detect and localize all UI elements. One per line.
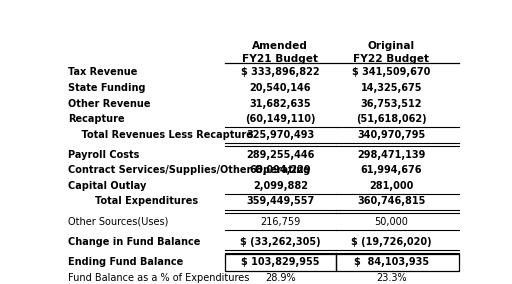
Text: Tax Revenue: Tax Revenue [68, 68, 137, 78]
Text: Other Sources(Uses): Other Sources(Uses) [68, 217, 168, 227]
Text: 216,759: 216,759 [260, 217, 301, 227]
Text: 36,753,512: 36,753,512 [360, 99, 422, 108]
Text: Total Expenditures: Total Expenditures [68, 197, 198, 206]
Text: $ 341,509,670: $ 341,509,670 [352, 68, 431, 78]
Text: 325,970,493: 325,970,493 [246, 130, 314, 139]
Text: Total Revenues Less Recapture: Total Revenues Less Recapture [68, 130, 253, 139]
Text: Original
FY22 Budget: Original FY22 Budget [353, 41, 430, 64]
Text: 61,994,676: 61,994,676 [360, 165, 422, 176]
Text: 289,255,446: 289,255,446 [246, 150, 314, 160]
Text: (60,149,110): (60,149,110) [245, 114, 315, 124]
Text: 28.9%: 28.9% [265, 273, 295, 283]
Text: Other Revenue: Other Revenue [68, 99, 151, 108]
Text: Contract Services/Supplies/Other Operating: Contract Services/Supplies/Other Operati… [68, 165, 310, 176]
Text: 68,094,229: 68,094,229 [249, 165, 311, 176]
Text: $ 103,829,955: $ 103,829,955 [241, 258, 319, 268]
Text: 20,540,146: 20,540,146 [249, 83, 311, 93]
Text: Capital Outlay: Capital Outlay [68, 181, 146, 191]
Text: Amended
FY21 Budget: Amended FY21 Budget [242, 41, 318, 64]
Text: Ending Fund Balance: Ending Fund Balance [68, 258, 183, 268]
Text: 281,000: 281,000 [369, 181, 414, 191]
Text: $ (19,726,020): $ (19,726,020) [351, 237, 432, 247]
Text: $ (33,262,305): $ (33,262,305) [240, 237, 321, 247]
Text: $ 333,896,822: $ 333,896,822 [241, 68, 319, 78]
Text: Recapture: Recapture [68, 114, 124, 124]
Bar [336, 254, 459, 271]
Text: State Funding: State Funding [68, 83, 145, 93]
Text: 359,449,557: 359,449,557 [246, 197, 314, 206]
Text: 14,325,675: 14,325,675 [360, 83, 422, 93]
Text: 31,682,635: 31,682,635 [249, 99, 311, 108]
Text: Fund Balance as a % of Expenditures: Fund Balance as a % of Expenditures [68, 273, 249, 283]
Text: 23.3%: 23.3% [376, 273, 407, 283]
Text: 360,746,815: 360,746,815 [357, 197, 425, 206]
Text: 2,099,882: 2,099,882 [253, 181, 308, 191]
Text: Payroll Costs: Payroll Costs [68, 150, 139, 160]
Text: $  84,103,935: $ 84,103,935 [354, 258, 429, 268]
Bar [225, 254, 336, 271]
Text: (51,618,062): (51,618,062) [356, 114, 426, 124]
Text: 50,000: 50,000 [374, 217, 408, 227]
Text: Change in Fund Balance: Change in Fund Balance [68, 237, 200, 247]
Text: 340,970,795: 340,970,795 [357, 130, 425, 139]
Text: 298,471,139: 298,471,139 [357, 150, 425, 160]
